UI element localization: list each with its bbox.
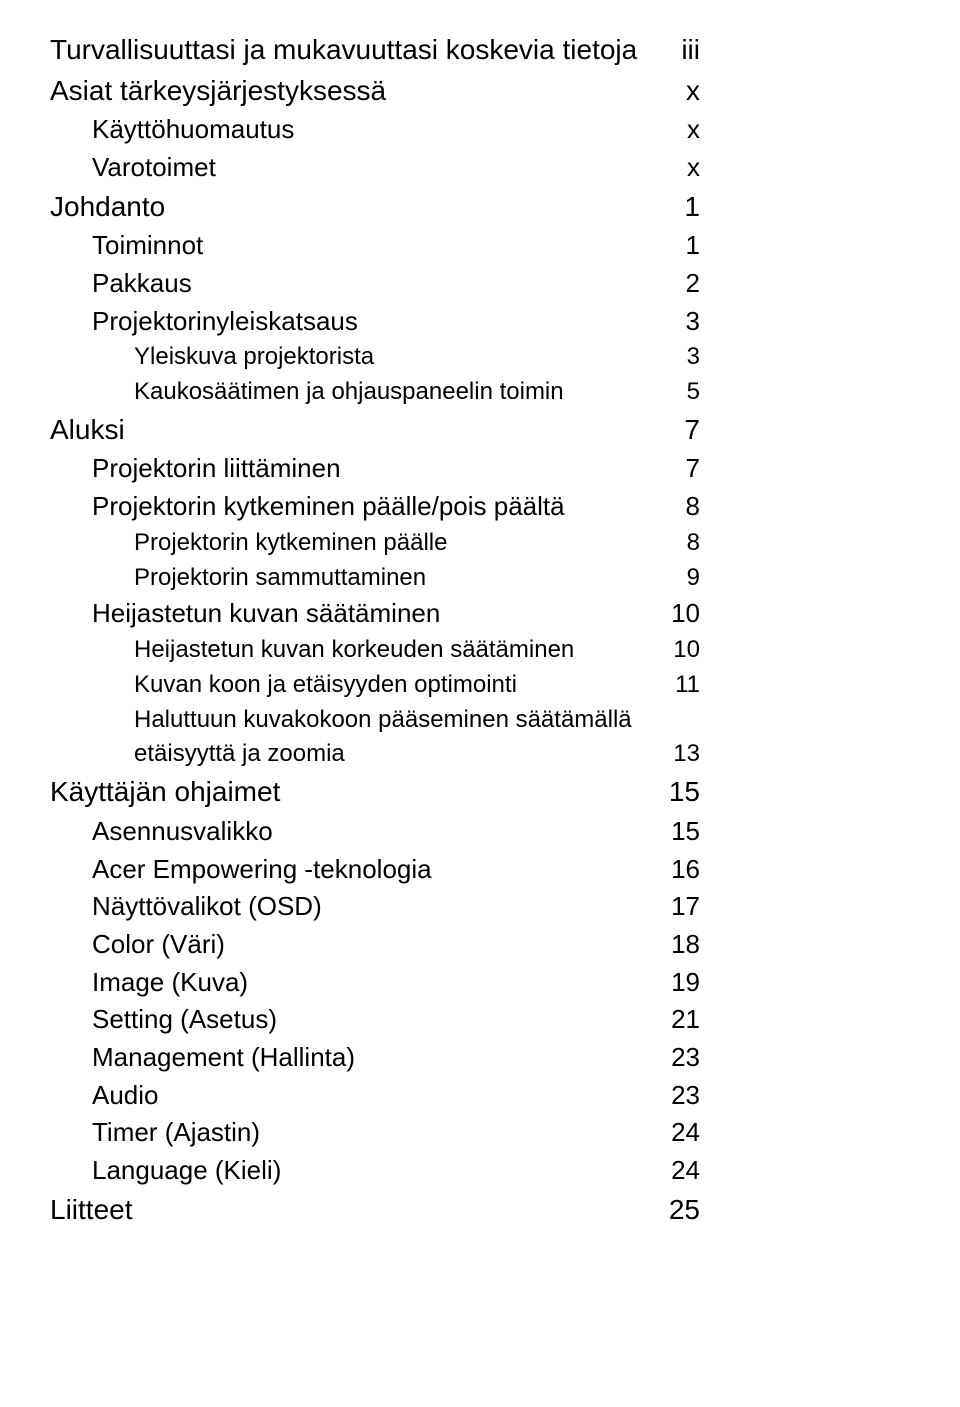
toc-label: Color (Väri) xyxy=(92,926,225,964)
toc-page-number: x xyxy=(640,71,700,112)
toc-page-number: 5 xyxy=(640,375,700,410)
toc-page-number: 3 xyxy=(640,340,700,375)
toc-row: Setting (Asetus) 21 xyxy=(50,1001,700,1039)
toc-page-number: 7 xyxy=(640,450,700,488)
toc-page-number: 24 xyxy=(640,1152,700,1190)
toc-row: Heijastetun kuvan säätäminen 10 xyxy=(50,595,700,633)
toc-row: Heijastetun kuvan korkeuden säätäminen 10 xyxy=(50,633,700,668)
toc-row: Pakkaus 2 xyxy=(50,265,700,303)
toc-page-number: 8 xyxy=(640,526,700,561)
toc-label: Näyttövalikot (OSD) xyxy=(92,888,322,926)
toc-label: Heijastetun kuvan korkeuden säätäminen xyxy=(134,633,574,668)
toc-label: Haluttuun kuvakokoon pääseminen säätämäl… xyxy=(134,703,640,773)
toc-page-number: 18 xyxy=(640,926,700,964)
toc-label: Projektorinyleiskatsaus xyxy=(92,303,358,341)
side-title: Sisältö xyxy=(950,420,960,708)
toc-row: Haluttuun kuvakokoon pääseminen säätämäl… xyxy=(50,703,700,773)
toc-row: Asennusvalikko 15 xyxy=(50,813,700,851)
toc-row: Image (Kuva) 19 xyxy=(50,964,700,1002)
toc-label: Heijastetun kuvan säätäminen xyxy=(92,595,440,633)
toc-row: Aluksi 7 xyxy=(50,410,700,451)
toc-row: Projektorinyleiskatsaus 3 xyxy=(50,303,700,341)
toc-page-number: 3 xyxy=(640,303,700,341)
toc-label: Projektorin liittäminen xyxy=(92,450,341,488)
toc-label-line: Haluttuun kuvakokoon pääseminen säätämäl… xyxy=(134,703,640,738)
toc-row: Projektorin kytkeminen päälle/pois päält… xyxy=(50,488,700,526)
toc-label: Kaukosäätimen ja ohjauspaneelin toimin xyxy=(134,375,564,410)
toc-label: Language (Kieli) xyxy=(92,1152,281,1190)
toc-page-number: 8 xyxy=(640,488,700,526)
toc-page-number: x xyxy=(640,111,700,149)
toc-page-number: 23 xyxy=(640,1039,700,1077)
toc-row: Management (Hallinta) 23 xyxy=(50,1039,700,1077)
toc-row: Audio 23 xyxy=(50,1077,700,1115)
toc-label: Projektorin kytkeminen päälle xyxy=(134,526,448,561)
toc-page-number: x xyxy=(640,149,700,187)
toc-row: Color (Väri) 18 xyxy=(50,926,700,964)
toc-label: Käyttöhuomautus xyxy=(92,111,294,149)
toc-row: Asiat tärkeysjärjestyksessä x xyxy=(50,71,700,112)
toc-row: Timer (Ajastin) 24 xyxy=(50,1114,700,1152)
toc-row: Kuvan koon ja etäisyyden optimointi 11 xyxy=(50,668,700,703)
toc-label: Image (Kuva) xyxy=(92,964,248,1002)
toc-label: Aluksi xyxy=(50,410,125,451)
toc-row: Toiminnot 1 xyxy=(50,227,700,265)
toc-page-number: 19 xyxy=(640,964,700,1002)
toc-label: Pakkaus xyxy=(92,265,192,303)
toc-row: Kaukosäätimen ja ohjauspaneelin toimin 5 xyxy=(50,375,700,410)
toc-page-number: 15 xyxy=(640,772,700,813)
toc-label: Asennusvalikko xyxy=(92,813,273,851)
toc-label: Management (Hallinta) xyxy=(92,1039,355,1077)
toc-page-number: 1 xyxy=(640,227,700,265)
toc-page-number: 10 xyxy=(640,595,700,633)
toc-page-number: 11 xyxy=(640,668,700,703)
toc-row: Acer Empowering -teknologia 16 xyxy=(50,851,700,889)
toc-label: Varotoimet xyxy=(92,149,216,187)
toc-page-number: 7 xyxy=(640,410,700,451)
toc-label: Asiat tärkeysjärjestyksessä xyxy=(50,71,386,112)
toc-row: Käyttäjän ohjaimet 15 xyxy=(50,772,700,813)
toc-row: Käyttöhuomautus x xyxy=(50,111,700,149)
toc-label: Kuvan koon ja etäisyyden optimointi xyxy=(134,668,517,703)
toc-label: Timer (Ajastin) xyxy=(92,1114,260,1152)
toc-label: Käyttäjän ohjaimet xyxy=(50,772,280,813)
toc-page-number: 23 xyxy=(640,1077,700,1115)
toc-page-number: 17 xyxy=(640,888,700,926)
toc-row: Varotoimet x xyxy=(50,149,700,187)
toc-row: Yleiskuva projektorista 3 xyxy=(50,340,700,375)
toc-label: Liitteet xyxy=(50,1190,133,1231)
toc-label: Yleiskuva projektorista xyxy=(134,340,374,375)
toc-label: Toiminnot xyxy=(92,227,203,265)
toc-page-number: 10 xyxy=(640,633,700,668)
toc-label: Setting (Asetus) xyxy=(92,1001,277,1039)
toc-label: Audio xyxy=(92,1077,159,1115)
toc-page-number: iii xyxy=(640,30,700,71)
toc-row: Liitteet 25 xyxy=(50,1190,700,1231)
toc-page-number: 1 xyxy=(640,187,700,228)
toc-row: Projektorin liittäminen 7 xyxy=(50,450,700,488)
toc-page-number: 9 xyxy=(640,561,700,596)
toc-label: Projektorin kytkeminen päälle/pois päält… xyxy=(92,488,565,526)
toc-row: Turvallisuuttasi ja mukavuuttasi koskevi… xyxy=(50,30,700,71)
toc-row: Näyttövalikot (OSD) 17 xyxy=(50,888,700,926)
toc-page-number: 2 xyxy=(640,265,700,303)
toc-row: Language (Kieli) 24 xyxy=(50,1152,700,1190)
table-of-contents: Turvallisuuttasi ja mukavuuttasi koskevi… xyxy=(50,30,700,1230)
toc-page-number: 15 xyxy=(640,813,700,851)
toc-label: Projektorin sammuttaminen xyxy=(134,561,426,596)
toc-page-number: 16 xyxy=(640,851,700,889)
toc-page-number: 21 xyxy=(640,1001,700,1039)
toc-row: Johdanto 1 xyxy=(50,187,700,228)
toc-row: Projektorin sammuttaminen 9 xyxy=(50,561,700,596)
toc-page-number: 24 xyxy=(640,1114,700,1152)
page: Sisältö Turvallisuuttasi ja mukavuuttasi… xyxy=(0,0,960,1407)
toc-label: Acer Empowering -teknologia xyxy=(92,851,432,889)
toc-label: Johdanto xyxy=(50,187,165,228)
toc-label: Turvallisuuttasi ja mukavuuttasi koskevi… xyxy=(50,30,637,71)
toc-row: Projektorin kytkeminen päälle 8 xyxy=(50,526,700,561)
toc-label-line: etäisyyttä ja zoomia xyxy=(134,737,640,772)
toc-page-number: 13 xyxy=(640,737,700,772)
toc-page-number: 25 xyxy=(640,1190,700,1231)
